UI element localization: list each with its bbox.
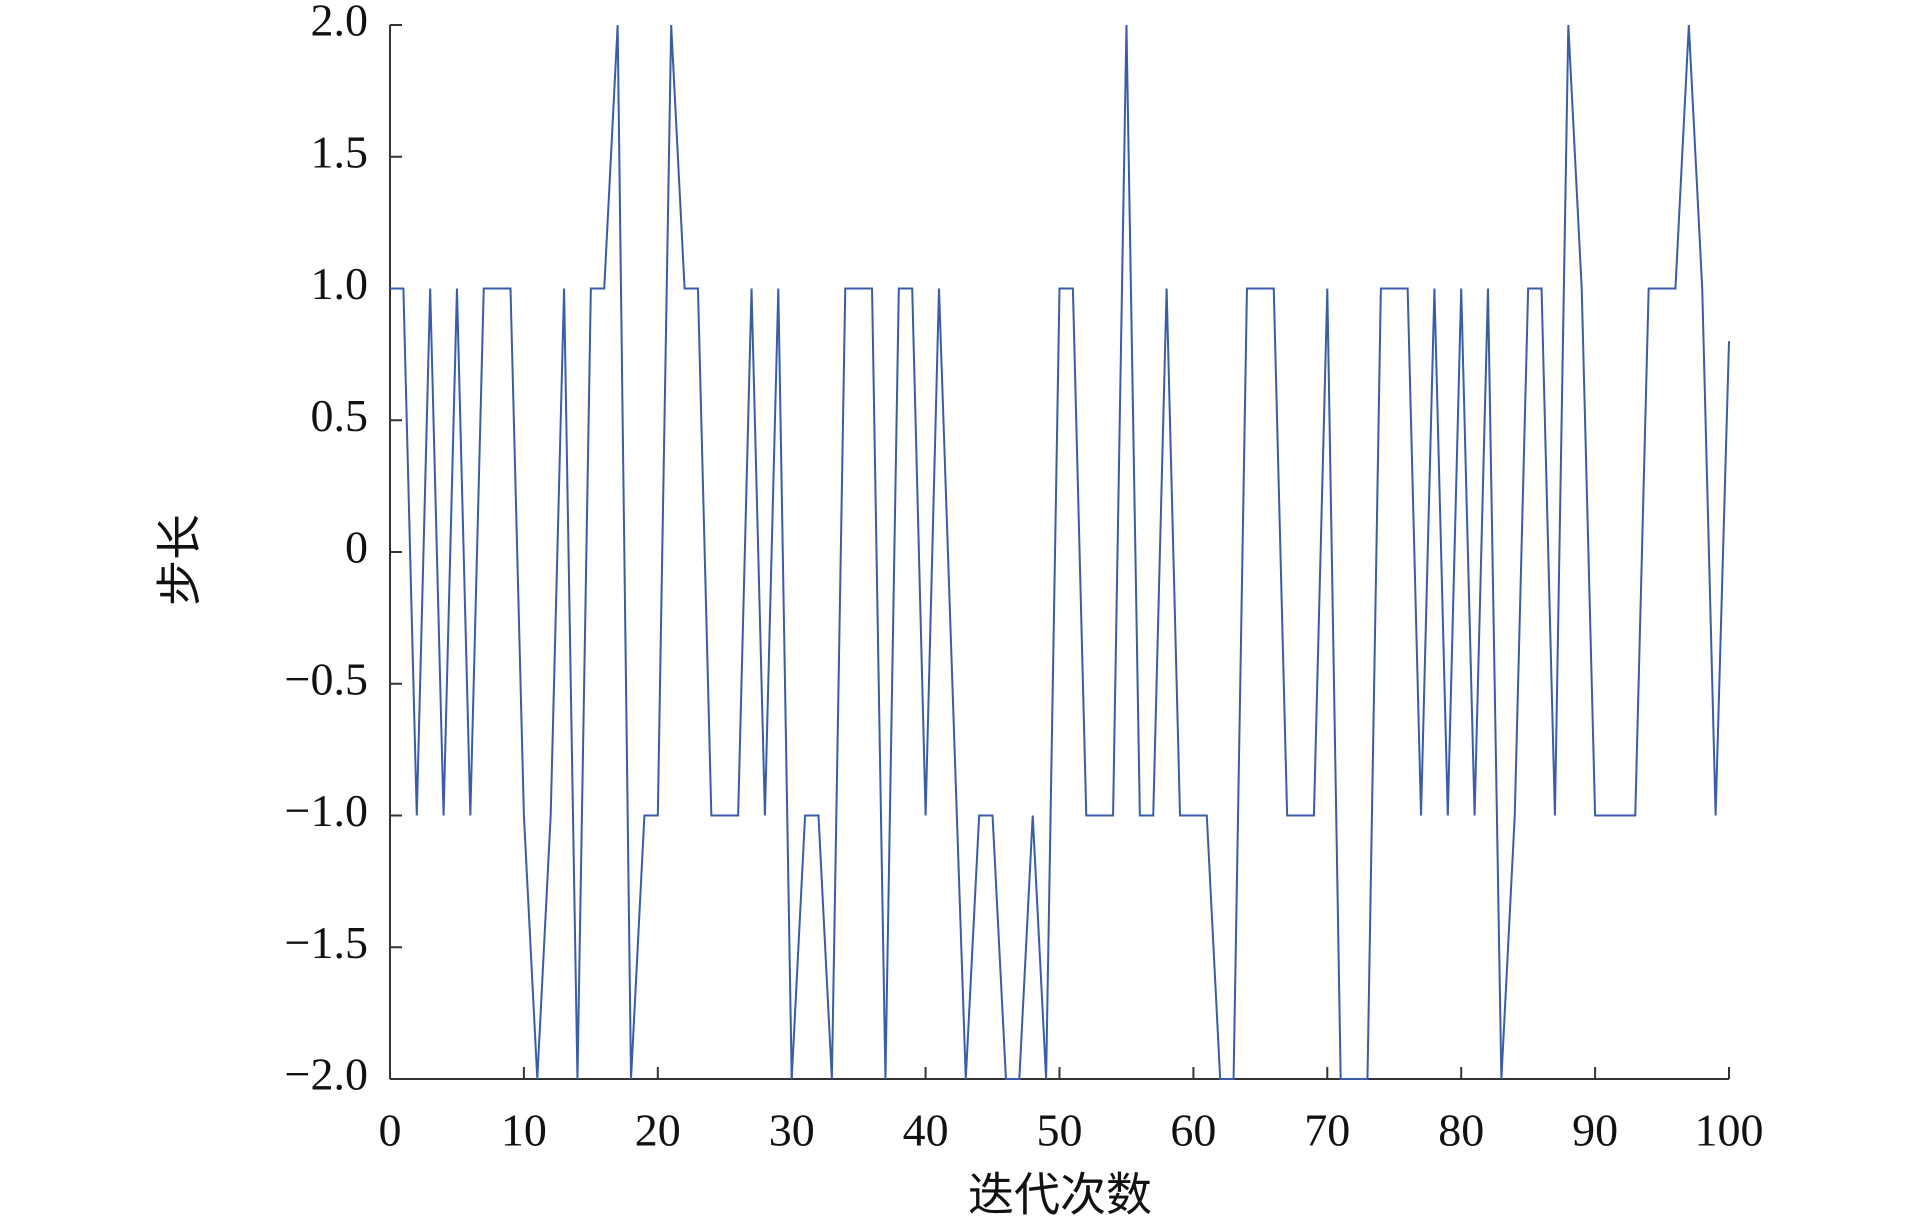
x-tick-label: 30	[769, 1105, 815, 1156]
data-line	[390, 24, 1730, 1080]
y-tick-label: 0	[345, 522, 368, 573]
y-tick-label: −1.5	[285, 917, 368, 968]
x-tick-label: 20	[635, 1105, 681, 1156]
x-tick-label: 60	[1170, 1105, 1216, 1156]
x-tick-label: 90	[1572, 1105, 1618, 1156]
x-tick-label: 70	[1304, 1105, 1350, 1156]
y-axis-label: 步长	[155, 514, 206, 606]
y-tick-label: −1.0	[285, 785, 368, 836]
y-tick-label: 1.5	[311, 126, 369, 177]
x-tick-label: 100	[1695, 1105, 1764, 1156]
y-tick-label: 2.0	[311, 0, 369, 46]
x-tick-label: 80	[1438, 1105, 1484, 1156]
y-tick-label: −0.5	[285, 653, 368, 704]
x-tick-label: 10	[501, 1105, 547, 1156]
x-tick-label: 0	[379, 1105, 402, 1156]
x-tick-label: 40	[903, 1105, 949, 1156]
x-axis-label: 迭代次数	[968, 1170, 1152, 1221]
y-tick-label: 1.0	[311, 258, 369, 309]
y-tick-label: 0.5	[311, 390, 369, 441]
x-tick-label: 50	[1037, 1105, 1083, 1156]
y-tick-label: −2.0	[285, 1049, 368, 1100]
